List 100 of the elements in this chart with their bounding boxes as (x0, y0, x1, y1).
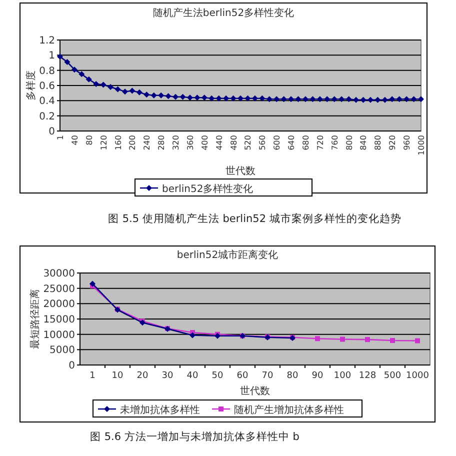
point (324, 96, 330, 102)
point (374, 96, 381, 103)
point (223, 95, 230, 102)
x-tick-label: 80 (286, 371, 298, 381)
y-tick-label: 0.8 (39, 66, 55, 77)
point (90, 280, 96, 287)
point (346, 96, 352, 102)
x-tick-label: 10 (112, 371, 124, 381)
point (194, 94, 200, 101)
x-tick-label: 480 (229, 135, 238, 150)
point (415, 338, 420, 344)
y-tick-label: 5000 (50, 345, 75, 356)
point (252, 95, 258, 102)
x-tick-label: 440 (214, 135, 224, 150)
x-tick-label: 560 (258, 135, 268, 150)
y-tick-label: 0.6 (39, 81, 55, 92)
point (129, 88, 136, 94)
point (122, 88, 128, 95)
point (230, 95, 236, 102)
point (190, 332, 196, 338)
caption: 图 5.6 方法一增加与未增加抗体多样性中 b (90, 430, 300, 443)
x-tick-label: 240 (142, 135, 152, 150)
caption: 图 5.5 使用随机产生法 berlin52 城市案例多样性的变化趋势 (108, 212, 402, 225)
x-tick-label: 880 (374, 135, 383, 150)
x-tick-label: 680 (301, 135, 310, 150)
x-tick-label: 760 (330, 135, 340, 150)
x-tick-label: 640 (287, 135, 296, 150)
y-tick-label: 0.4 (39, 96, 55, 108)
x-tick-label: 200 (128, 135, 138, 150)
point (136, 89, 142, 96)
point (158, 92, 164, 98)
point (295, 96, 302, 102)
x-tick-label: 50 (212, 371, 224, 381)
x-tick-label: 128 (358, 371, 376, 381)
point (340, 336, 345, 342)
point (71, 66, 78, 73)
y-tick-label: 0 (68, 360, 75, 372)
point (382, 96, 388, 103)
x-tick-label: 800 (344, 135, 354, 150)
y-tick-label: 1 (48, 50, 55, 62)
point (316, 96, 323, 102)
x-tick-label: 30 (162, 371, 174, 381)
point (64, 58, 70, 65)
x-tick-label: 720 (316, 135, 325, 150)
point (338, 96, 345, 102)
point (216, 95, 222, 102)
x-tick-label: 400 (200, 135, 210, 150)
point (315, 336, 320, 342)
point (165, 93, 172, 100)
point (244, 95, 251, 102)
point (280, 96, 287, 102)
y-tick-label: 25000 (43, 284, 75, 295)
x-tick-label: 100 (334, 371, 352, 381)
point (266, 96, 272, 102)
point (404, 96, 410, 102)
x-tick-label: 360 (186, 135, 195, 150)
x-tick-label: 90 (312, 371, 324, 381)
x-tick-label: 40 (70, 135, 80, 146)
point (259, 95, 266, 102)
point (238, 95, 244, 102)
point (93, 80, 100, 87)
point (114, 86, 121, 92)
x-axis-title: 世代数 (226, 165, 256, 177)
x-tick-label: 160 (114, 135, 123, 150)
y-tick-label: 20000 (43, 299, 75, 310)
x-tick-label: 1000 (417, 135, 426, 156)
x-tick-label: 920 (388, 135, 398, 150)
point (274, 96, 280, 102)
x-tick-label: 40 (186, 371, 198, 381)
x-tick-label: 1 (90, 371, 96, 381)
point (144, 92, 150, 98)
legend-label: berlin52多样性变化 (162, 183, 254, 195)
point (86, 76, 92, 82)
point (365, 337, 370, 342)
y-tick-label: 15000 (43, 314, 75, 326)
point (396, 96, 402, 102)
point (78, 71, 85, 78)
y-axis-title: 最短路径距离 (29, 289, 41, 349)
point (418, 96, 424, 102)
x-tick-label: 20 (136, 371, 148, 381)
point (108, 84, 114, 90)
y-tick-label: 10000 (43, 330, 75, 341)
x-tick-label: 840 (359, 135, 368, 150)
x-tick-label: 80 (84, 135, 94, 146)
point (186, 94, 193, 101)
x-tick-label: 520 (244, 135, 253, 150)
x-tick-label: 280 (157, 135, 166, 150)
x-tick-label: 120 (99, 135, 108, 150)
y-tick-label: 0.2 (39, 111, 55, 122)
x-tick-label: 1000 (406, 371, 430, 381)
legend-label: 随机产生增加抗体多样性 (234, 404, 344, 416)
x-tick-label: 320 (172, 135, 181, 150)
point (201, 94, 208, 101)
point (390, 338, 395, 343)
point (57, 54, 63, 60)
x-tick-label: 60 (236, 371, 248, 381)
point (331, 96, 338, 102)
point (389, 96, 396, 102)
point (150, 92, 157, 98)
y-tick-label: 1.2 (39, 36, 55, 46)
